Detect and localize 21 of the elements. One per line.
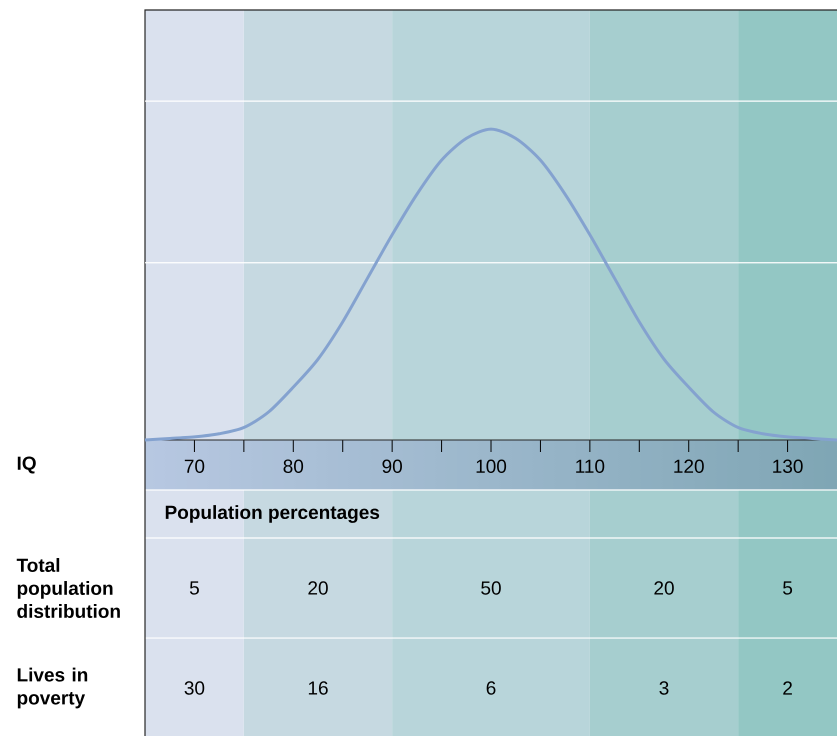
text: 16 [308, 681, 328, 695]
text: 20 [308, 581, 328, 595]
text: 5 [783, 581, 792, 595]
text: 20 [654, 581, 674, 595]
x-tick-label: 130 [773, 460, 803, 473]
x-tick-label: 100 [476, 460, 506, 473]
text: 2 [783, 681, 792, 695]
x-tick-label: 120 [674, 460, 704, 473]
x-tick-label: 80 [284, 460, 304, 473]
text: IQ [18, 456, 36, 474]
text: 30 [184, 681, 204, 695]
x-tick-label: 70 [184, 460, 204, 473]
text: Population percentages [166, 505, 380, 523]
text: 3 [659, 681, 668, 695]
text: 50 [481, 581, 501, 595]
text: Lives in poverty [18, 668, 88, 708]
text: Total population distribution [16, 558, 120, 618]
text: 5 [190, 581, 199, 595]
text: 6 [486, 681, 496, 695]
x-tick-label: 110 [576, 460, 604, 473]
x-tick-label: 90 [382, 460, 402, 473]
